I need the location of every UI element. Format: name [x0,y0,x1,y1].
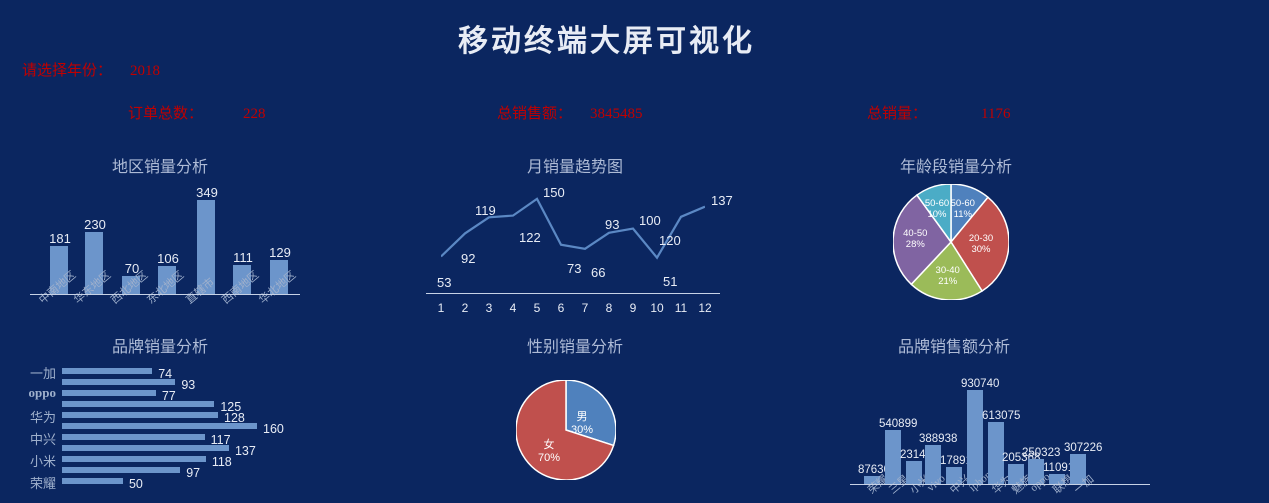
svg-text:50-60: 50-60 [951,198,975,209]
svg-text:10%: 10% [927,209,947,220]
svg-text:28%: 28% [906,239,926,250]
svg-text:21%: 21% [938,276,958,287]
svg-text:11%: 11% [954,209,973,220]
svg-text:30%: 30% [571,424,593,436]
svg-text:女: 女 [544,437,555,451]
svg-text:70%: 70% [538,452,560,464]
svg-text:30%: 30% [971,244,991,255]
svg-text:30-40: 30-40 [936,265,960,276]
svg-text:50-60: 50-60 [925,198,949,209]
svg-text:20-30: 20-30 [969,233,993,244]
svg-text:40-50: 40-50 [903,228,927,239]
svg-text:男: 男 [577,411,588,423]
